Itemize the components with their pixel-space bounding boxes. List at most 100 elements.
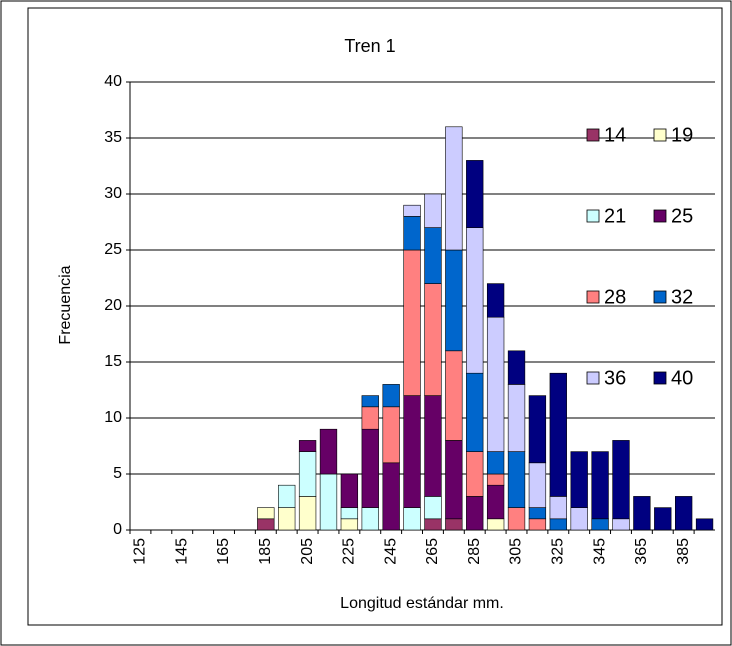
legend-label: 28: [604, 286, 626, 308]
bar-segment: [424, 227, 442, 284]
bar-segment: [361, 507, 379, 531]
legend-swatch: [586, 209, 600, 223]
bar-segment: [257, 518, 275, 531]
chart-area: [27, 7, 723, 626]
bar-segment: [486, 518, 505, 531]
y-axis-title: Frecuencia: [57, 265, 74, 344]
bar-segment: [549, 518, 567, 531]
bar-segment: [507, 507, 526, 531]
bar-segment: [340, 473, 359, 508]
legend-swatch: [586, 290, 600, 304]
x-tick-label: 225: [341, 538, 358, 565]
bar-segment: [403, 249, 421, 396]
x-tick-label: 145: [173, 538, 190, 565]
bar-segment: [424, 193, 442, 228]
bar-segment: [445, 350, 463, 441]
legend-swatch: [586, 128, 600, 142]
bar-segment: [507, 384, 526, 452]
legend-swatch: [586, 371, 600, 385]
bar-segment: [298, 451, 317, 497]
bar-segment: [445, 126, 463, 251]
x-tick-label: 345: [591, 538, 608, 565]
y-tick-label: 30: [104, 185, 122, 202]
x-tick-label: 205: [299, 538, 316, 565]
y-tick-label: 10: [104, 409, 122, 426]
bar-segment: [466, 160, 484, 228]
legend-label: 40: [671, 367, 693, 389]
bar-segment: [382, 384, 400, 408]
bar-segment: [403, 507, 421, 531]
bar-segment: [424, 518, 442, 531]
bar-segment: [466, 451, 484, 497]
bar-segment: [486, 451, 505, 475]
y-tick-label: 5: [113, 465, 122, 482]
legend-label: 19: [671, 124, 693, 146]
bar-segment: [298, 440, 317, 452]
y-tick-label: 35: [104, 129, 122, 146]
x-axis-title: Longitud estándar mm.: [340, 595, 504, 612]
y-tick-label: 40: [104, 73, 122, 90]
bar-segment: [424, 395, 442, 497]
legend-label: 36: [604, 367, 626, 389]
bar-segment: [466, 227, 484, 374]
legend-label: 25: [671, 205, 693, 227]
bar-segment: [466, 496, 484, 531]
legend-label: 21: [604, 205, 626, 227]
x-tick-label: 125: [132, 538, 149, 565]
legend-swatch: [653, 128, 667, 142]
y-tick-label: 0: [113, 521, 122, 538]
bar-segment: [424, 283, 442, 396]
bar-segment: [528, 518, 547, 531]
bar-segment: [382, 462, 400, 531]
bar-segment: [445, 518, 463, 531]
bar-segment: [633, 496, 651, 531]
bar-segment: [507, 350, 526, 385]
bar-segment: [528, 395, 547, 464]
bar-segment: [466, 372, 484, 452]
bar-segment: [424, 496, 442, 520]
x-tick-label: 265: [424, 538, 441, 565]
bar-segment: [486, 473, 505, 486]
bar-segment: [486, 484, 505, 520]
x-tick-label: 285: [466, 538, 483, 565]
bar-segment: [486, 283, 505, 318]
bar-segment: [570, 451, 588, 508]
bar-segment: [340, 518, 359, 531]
x-tick-label: 165: [215, 538, 232, 565]
x-tick-label: 305: [508, 538, 525, 565]
bar-segment: [591, 518, 609, 531]
bar-segment: [298, 496, 317, 531]
bar-segment: [654, 507, 672, 531]
bar-segment: [445, 440, 463, 520]
x-tick-label: 185: [257, 538, 274, 565]
x-tick-label: 365: [633, 538, 650, 565]
bar-segment: [257, 507, 275, 520]
bar-segment: [486, 316, 505, 452]
legend-swatch: [653, 290, 667, 304]
bar-segment: [695, 518, 714, 531]
bar-segment: [403, 216, 421, 251]
bar-segment: [382, 406, 400, 464]
chart-title: Tren 1: [344, 36, 395, 56]
bar-segment: [507, 451, 526, 508]
y-tick-label: 15: [104, 353, 122, 370]
bar-segment: [591, 451, 609, 520]
bar-segment: [528, 507, 547, 520]
x-tick-label: 325: [550, 538, 567, 565]
bar-segment: [403, 204, 421, 217]
bar-segment: [403, 395, 421, 508]
bar-segment: [549, 372, 567, 497]
legend-label: 32: [671, 286, 693, 308]
legend-swatch: [653, 371, 667, 385]
bar-segment: [319, 473, 338, 531]
x-tick-label: 245: [382, 538, 399, 565]
bar-segment: [528, 462, 547, 508]
bar-segment: [612, 518, 630, 531]
bar-segment: [445, 249, 463, 352]
y-tick-label: 20: [104, 297, 122, 314]
bar-segment: [361, 406, 379, 430]
legend-swatch: [653, 209, 667, 223]
bar-segment: [570, 507, 588, 531]
bar-segment: [361, 428, 379, 508]
